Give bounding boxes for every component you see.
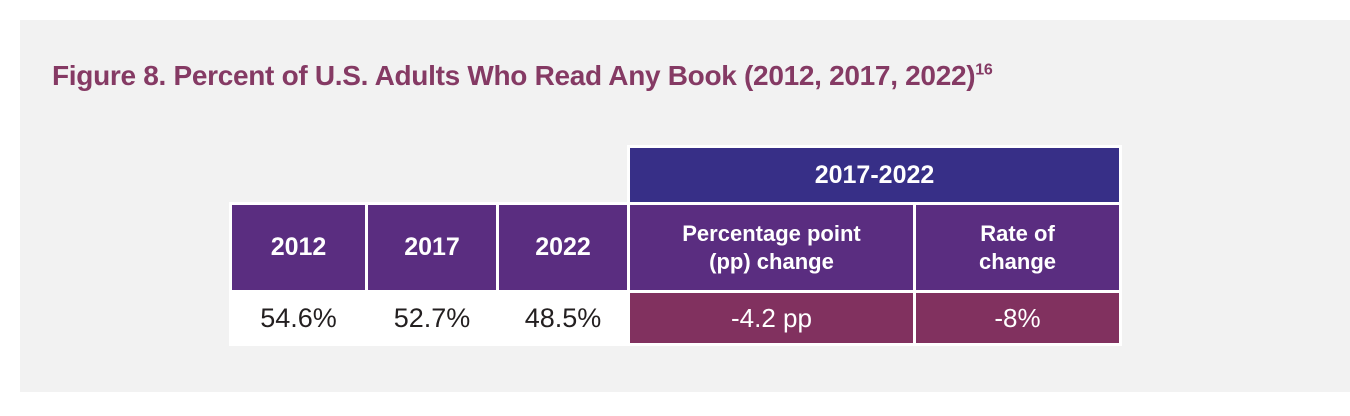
table-header-pp-change-line1: Percentage point <box>682 221 861 246</box>
table-header-pp-change-line2: (pp) change <box>709 248 834 274</box>
table-header-2022: 2022 <box>496 202 630 293</box>
table-value-2022: 48.5% <box>496 290 630 346</box>
table-header-rate-of-change-line2: change <box>978 248 1057 274</box>
figure-title-text: Figure 8. Percent of U.S. Adults Who Rea… <box>52 60 976 91</box>
table-header-rate-of-change-line1: Rate of <box>980 221 1055 246</box>
figure-card: Figure 8. Percent of U.S. Adults Who Rea… <box>20 20 1350 392</box>
table-header-2012: 2012 <box>229 202 368 293</box>
figure-table: 2017-2022 2012 2017 2022 Percentage poin… <box>229 145 1122 346</box>
table-value-2012: 54.6% <box>229 290 368 346</box>
table-header-2017: 2017 <box>365 202 499 293</box>
footnote-reference: 16 <box>975 61 993 79</box>
table-header-pp-change: Percentage point (pp) change <box>627 202 916 293</box>
table-value-pp-change: -4.2 pp <box>627 290 916 346</box>
table-value-2017: 52.7% <box>365 290 499 346</box>
figure-title: Figure 8. Percent of U.S. Adults Who Rea… <box>52 60 993 92</box>
table-value-rate-of-change: -8% <box>913 290 1122 346</box>
table-header-rate-of-change: Rate of change <box>913 202 1122 293</box>
table-span-header-2017-2022: 2017-2022 <box>627 145 1122 205</box>
